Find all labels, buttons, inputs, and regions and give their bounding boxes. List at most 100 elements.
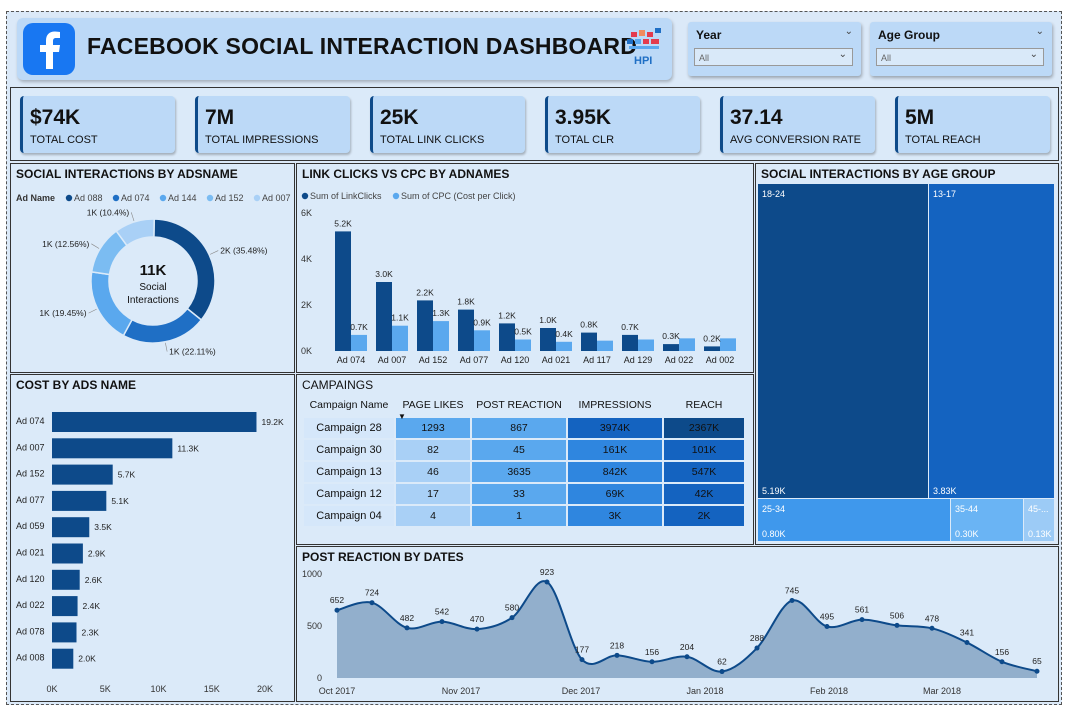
data-label: 3.0K: [375, 269, 393, 279]
x-tick-label: Ad 077: [460, 355, 489, 365]
legend-marker: [206, 194, 214, 202]
slice-label: 2K (35.48%): [220, 246, 267, 256]
x-tick-label: Ad 002: [706, 355, 735, 365]
data-point: [579, 657, 585, 663]
cost-panel: COST BY ADS NAME Ad 074 19.2K Ad 007 11.3K A…: [10, 374, 295, 702]
treemap-cell: [758, 184, 928, 498]
col-campaign-name[interactable]: Campaign Name: [309, 399, 389, 411]
x-tick-label: 15K: [204, 684, 220, 694]
data-point: [369, 600, 375, 606]
kpi-label: TOTAL COST: [30, 134, 98, 146]
col-impressions[interactable]: IMPRESSIONS: [578, 399, 652, 411]
y-tick-label: 4K: [301, 254, 312, 264]
y-tick-label: 1000: [302, 569, 322, 579]
donut-center-label: Interactions: [127, 295, 179, 306]
table-row[interactable]: Campaign 30 82 45 161K 101K: [304, 440, 744, 460]
data-label: 495: [820, 612, 834, 622]
y-tick-label: Ad 077: [16, 495, 45, 505]
data-label: 0.5K: [514, 327, 532, 337]
table-cell: 1: [472, 506, 566, 526]
data-label: 2.3K: [81, 627, 99, 637]
table-cell: 161K: [568, 440, 662, 460]
col-post-reaction[interactable]: POST REACTION: [476, 399, 562, 411]
age-group-slicer[interactable]: Age Group ⌄ All ⌄: [870, 22, 1052, 76]
kpi-label: TOTAL LINK CLICKS: [380, 134, 485, 146]
x-tick-label: 5K: [100, 684, 111, 694]
bar-cpc: [515, 339, 531, 351]
bar-cpc: [597, 340, 613, 351]
data-point: [614, 652, 620, 658]
data-point: [1034, 668, 1040, 674]
reactions-title: POST REACTION BY DATES: [302, 550, 464, 564]
cost-bar: [52, 464, 113, 485]
data-label: 5.2K: [334, 218, 352, 228]
bar-link-clicks: [458, 309, 474, 351]
reactions-panel: POST REACTION BY DATES 0 500 1000 652 724 482…: [296, 546, 1059, 702]
cost-bar: [52, 648, 74, 669]
dropdown-chevron-icon[interactable]: ⌄: [838, 49, 847, 60]
age-group-dropdown[interactable]: All: [876, 48, 1044, 66]
table-row[interactable]: Campaign 04 4 1 3K 2K: [304, 506, 744, 526]
legend-marker: [65, 194, 73, 202]
year-slicer[interactable]: Year ⌄ All ⌄: [688, 22, 861, 76]
donut-center-label: Social: [139, 282, 166, 293]
bar-link-clicks: [417, 300, 433, 351]
bar-link-clicks: [376, 282, 392, 351]
year-dropdown[interactable]: All: [694, 48, 853, 66]
x-tick-label: Dec 2017: [562, 686, 601, 696]
data-label: 0.7K: [350, 322, 368, 332]
treemap-cell-value: 3.83K: [933, 486, 957, 496]
data-point: [404, 625, 410, 631]
table-row[interactable]: Campaign 28 1293 867 3974K 2367K: [304, 418, 744, 438]
data-point: [719, 669, 725, 675]
data-label: 0.9K: [473, 317, 491, 327]
x-tick-label: 20K: [257, 684, 273, 694]
treemap-cell: [929, 184, 1054, 498]
table-row[interactable]: Campaign 12 17 33 69K 42K: [304, 484, 744, 504]
label-leader: [91, 243, 100, 249]
data-label: 2.0K: [78, 654, 96, 664]
bar-cpc: [392, 325, 408, 351]
data-label: 0.3K: [662, 331, 680, 341]
bar-link-clicks: [581, 332, 597, 351]
table-row[interactable]: Campaign 13 46 3635 842K 547K: [304, 462, 744, 482]
dashboard-title: FACEBOOK SOCIAL INTERACTION DASHBOARD: [87, 33, 638, 59]
x-tick-label: Ad 007: [378, 355, 407, 365]
legend-marker: [392, 192, 400, 200]
col-page-likes[interactable]: PAGE LIKES ▼: [396, 394, 470, 421]
data-label: 5.1K: [111, 496, 129, 506]
cost-bar-chart[interactable]: Ad 074 19.2K Ad 007 11.3K Ad 152 5.7K Ad 077 5.…: [11, 397, 294, 702]
table-cell: Campaign 28: [304, 418, 394, 438]
table-cell: 4: [396, 506, 470, 526]
year-slicer-title: Year: [696, 28, 722, 42]
reactions-area-chart[interactable]: 0 500 1000 652 724 482 542 470 580 923 177 218 156 20…: [297, 565, 1058, 701]
kpi-value: 7M: [205, 106, 235, 129]
label-leader: [130, 212, 135, 222]
table-cell: 547K: [664, 462, 744, 482]
x-tick-label: Feb 2018: [810, 686, 848, 696]
y-tick-label: 2K: [301, 300, 312, 310]
data-label: 156: [645, 647, 659, 657]
bar-link-clicks: [540, 328, 556, 351]
bar-link-clicks: [499, 323, 515, 351]
table-cell: 17: [396, 484, 470, 504]
donut-center-value: 11K: [140, 262, 167, 279]
table-cell: 33: [472, 484, 566, 504]
chevron-down-icon[interactable]: ⌄: [844, 26, 853, 37]
cost-bar: [52, 543, 83, 564]
data-label: 2.9K: [88, 549, 106, 559]
dropdown-chevron-icon[interactable]: ⌄: [1029, 49, 1038, 60]
age-treemap[interactable]: 18-24 5.19K 13-17 3.83K 25-34 0.80K 35-44 0.30K…: [756, 184, 1058, 542]
sort-desc-icon[interactable]: ▼: [398, 412, 406, 421]
legend-entry: Ad 074: [121, 193, 150, 203]
donut-chart[interactable]: Ad Name Ad 088 Ad 074 Ad 144 Ad 152 Ad 007 2K …: [11, 186, 294, 371]
data-point: [754, 645, 760, 651]
data-label: 470: [470, 614, 484, 624]
clicks-cpc-chart[interactable]: Sum of LinkClicks Sum of CPC (Cost per Cl…: [297, 186, 753, 371]
chevron-down-icon[interactable]: ⌄: [1035, 26, 1044, 37]
table-cell: 867: [472, 418, 566, 438]
col-reach[interactable]: REACH: [685, 399, 723, 411]
donut-slice: [90, 270, 134, 337]
kpi-total-link-clicks: 25K TOTAL LINK CLICKS: [370, 96, 525, 153]
y-tick-label: 6K: [301, 208, 312, 218]
